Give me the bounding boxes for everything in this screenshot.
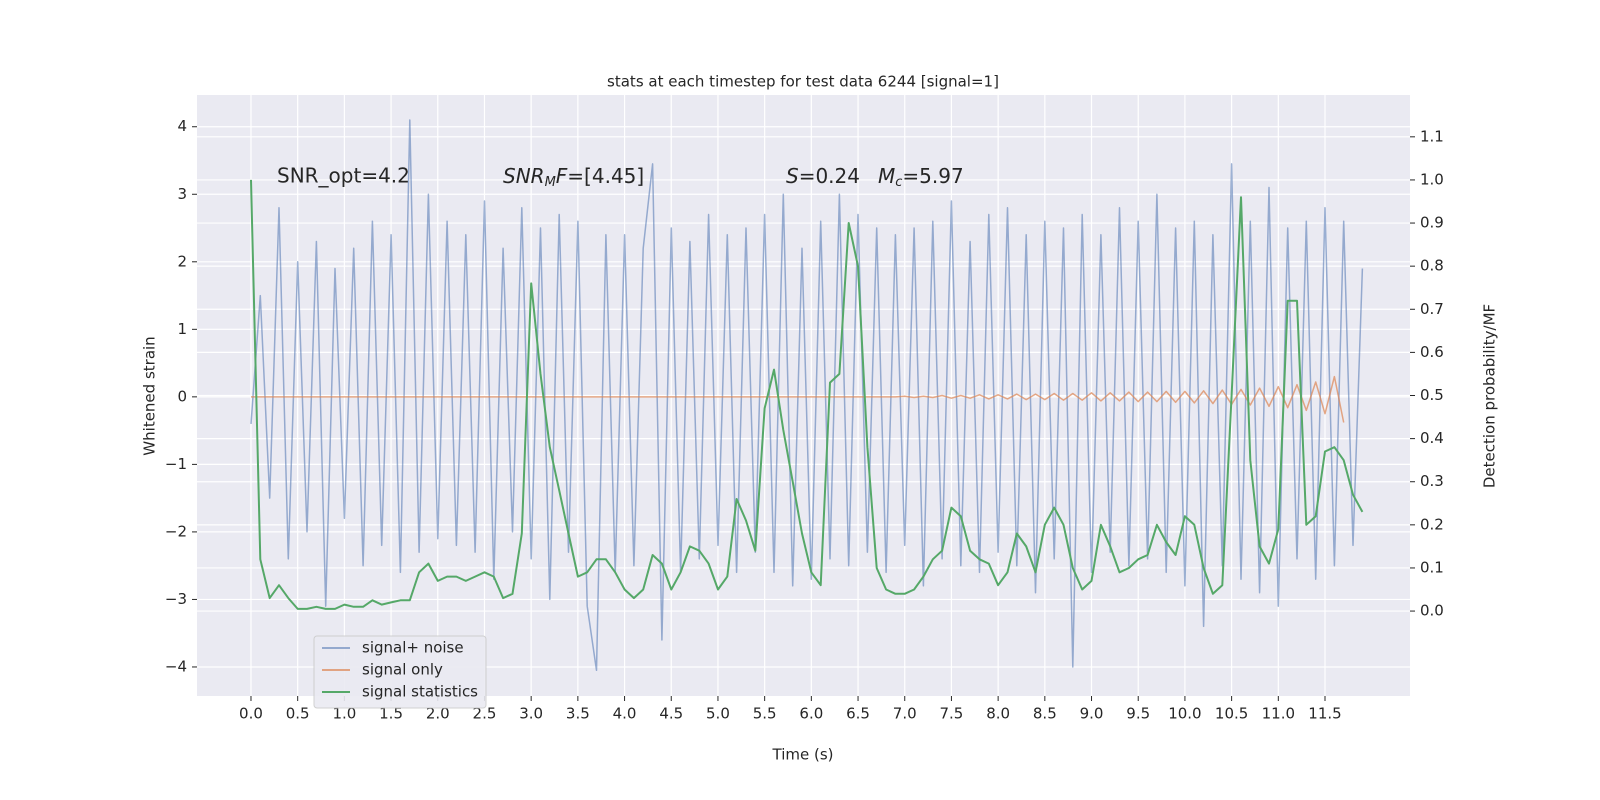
x-tick-label: 2.5: [473, 705, 497, 723]
annotation-part: M: [878, 164, 895, 188]
y2-tick-label: 1.0: [1420, 170, 1444, 188]
y-tick-label: −2: [165, 522, 187, 540]
x-tick-label: 1.0: [332, 705, 356, 723]
y2-tick-label: 0.7: [1420, 300, 1444, 318]
annotation-part: =0.24: [799, 164, 860, 188]
y-tick-label: −1: [165, 455, 187, 473]
axes: 0.0 0.5 1.0 1.5 2.0 2.5 3.0 3.5 4.0 4.5 5.0 5.5 6.0 6…: [165, 117, 1444, 722]
annotation-part: SNR: [503, 164, 545, 188]
x-tick-label: 0.0: [239, 705, 263, 723]
x-axis-label: Time (s): [772, 746, 834, 764]
y2-tick-label: 0.4: [1420, 429, 1444, 447]
annotation: SNR_opt=4.2: [277, 164, 410, 188]
x-tick-label: 10.5: [1215, 705, 1248, 723]
annotation-part: c: [895, 175, 902, 190]
y-axis-label: Whitened strain: [141, 336, 159, 455]
y2-tick-label: 1.1: [1420, 127, 1444, 145]
x-tick-label: 3.0: [519, 705, 543, 723]
x-tick-label: 11.0: [1262, 705, 1295, 723]
grid: [197, 95, 1410, 696]
x-tick-label: 11.5: [1308, 705, 1341, 723]
y2-tick-label: 0.5: [1420, 386, 1444, 404]
y-tick-label: −4: [165, 657, 187, 675]
x-tick-label: 3.5: [566, 705, 590, 723]
series-line: [251, 375, 1345, 423]
legend-box: [313, 635, 487, 709]
annotation-part: =5.97: [902, 164, 963, 188]
annotation: S=0.24 Mc=5.97: [786, 164, 964, 190]
annotation-part: F: [556, 164, 568, 188]
y-tick-label: 3: [177, 185, 187, 203]
legend-label: signal only: [362, 661, 443, 679]
x-tick-label: 8.5: [1033, 705, 1057, 723]
y2-tick-label: 0.1: [1420, 558, 1444, 576]
x-tick-label: 8.0: [986, 705, 1010, 723]
x-tick-label: 2.0: [426, 705, 450, 723]
annotation-part: S: [786, 164, 799, 188]
annotation: SNRMF=[4.45]: [503, 164, 644, 190]
x-tick-label: 0.5: [286, 705, 310, 723]
annotation-part: =[4.45]: [567, 164, 644, 188]
x-tick-label: 6.0: [799, 705, 823, 723]
x-tick-label: 9.5: [1126, 705, 1150, 723]
x-tick-label: 10.0: [1168, 705, 1201, 723]
legend-label: signal statistics: [362, 683, 478, 701]
x-tick-label: 4.0: [613, 705, 637, 723]
y-tick-label: 4: [177, 117, 187, 135]
x-tick-label: 7.5: [940, 705, 964, 723]
y2-tick-label: 0.2: [1420, 515, 1444, 533]
y2-tick-label: 0.3: [1420, 472, 1444, 490]
y2-tick-label: 0.6: [1420, 343, 1444, 361]
y2-tick-label: 0.9: [1420, 214, 1444, 232]
y-tick-label: 1: [177, 320, 187, 338]
chart-title: stats at each timestep for test data 624…: [607, 73, 999, 91]
y2-tick-label: 0.8: [1420, 257, 1444, 275]
x-tick-label: 5.5: [753, 705, 777, 723]
series-line: [250, 119, 1364, 672]
y2-tick-label: 0.0: [1420, 602, 1444, 620]
annotation-part: M: [545, 175, 556, 190]
legend-label: signal+ noise: [362, 639, 464, 657]
y-tick-label: −3: [165, 590, 187, 608]
x-tick-label: 9.0: [1080, 705, 1104, 723]
y-tick-label: 0: [177, 387, 187, 405]
x-tick-label: 7.0: [893, 705, 917, 723]
legend: signal+ noise signal only signal statistic…: [313, 635, 487, 709]
y-tick-label: 2: [177, 252, 187, 270]
x-tick-label: 4.5: [659, 705, 683, 723]
x-tick-label: 6.5: [846, 705, 870, 723]
x-tick-label: 1.5: [379, 705, 403, 723]
y2-axis-label: Detection probability/MF: [1481, 304, 1499, 488]
x-tick-label: 5.0: [706, 705, 730, 723]
marks: [250, 119, 1364, 672]
series-line: [250, 179, 1364, 610]
